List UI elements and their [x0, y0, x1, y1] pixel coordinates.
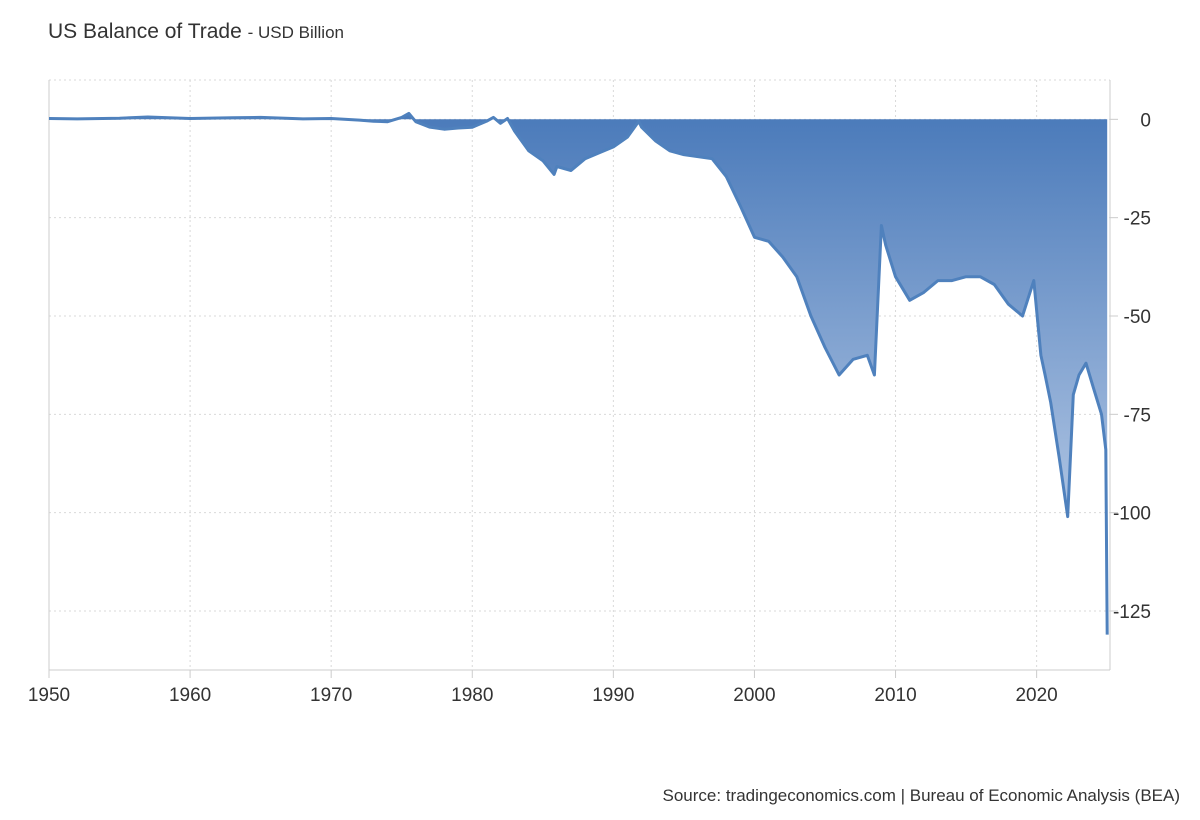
y-tick-label: 0 — [1140, 110, 1151, 131]
y-tick-label: -75 — [1124, 405, 1151, 426]
x-tick-label: 1980 — [451, 685, 493, 706]
trade-balance-area — [49, 113, 1108, 635]
tick-labels: 1950 1960 1970 1980 1990 2000 2010 2020 0 -25 -50 -… — [28, 110, 1151, 706]
y-tick-label: -100 — [1113, 504, 1151, 525]
x-tick-label: 2000 — [733, 685, 775, 706]
y-tick-label: -25 — [1124, 209, 1151, 230]
x-tick-label: 1950 — [28, 685, 70, 706]
x-tick-label: 2020 — [1015, 685, 1057, 706]
chart-title-main: US Balance of Trade — [48, 20, 242, 43]
y-tick-label: -125 — [1113, 602, 1151, 623]
x-tick-label: 1960 — [169, 685, 211, 706]
trade-balance-line — [48, 111, 1109, 635]
y-tick-label: -50 — [1124, 307, 1151, 328]
x-tick-label: 1990 — [592, 685, 634, 706]
chart-subtitle: - USD Billion — [247, 23, 344, 42]
x-tick-label: 1970 — [310, 685, 352, 706]
source-note: Source: tradingeconomics.com | Bureau of… — [662, 786, 1180, 805]
x-tick-label: 2010 — [874, 685, 916, 706]
chart-title: US Balance of Trade - USD Billion — [48, 20, 344, 44]
axes — [48, 80, 1118, 678]
